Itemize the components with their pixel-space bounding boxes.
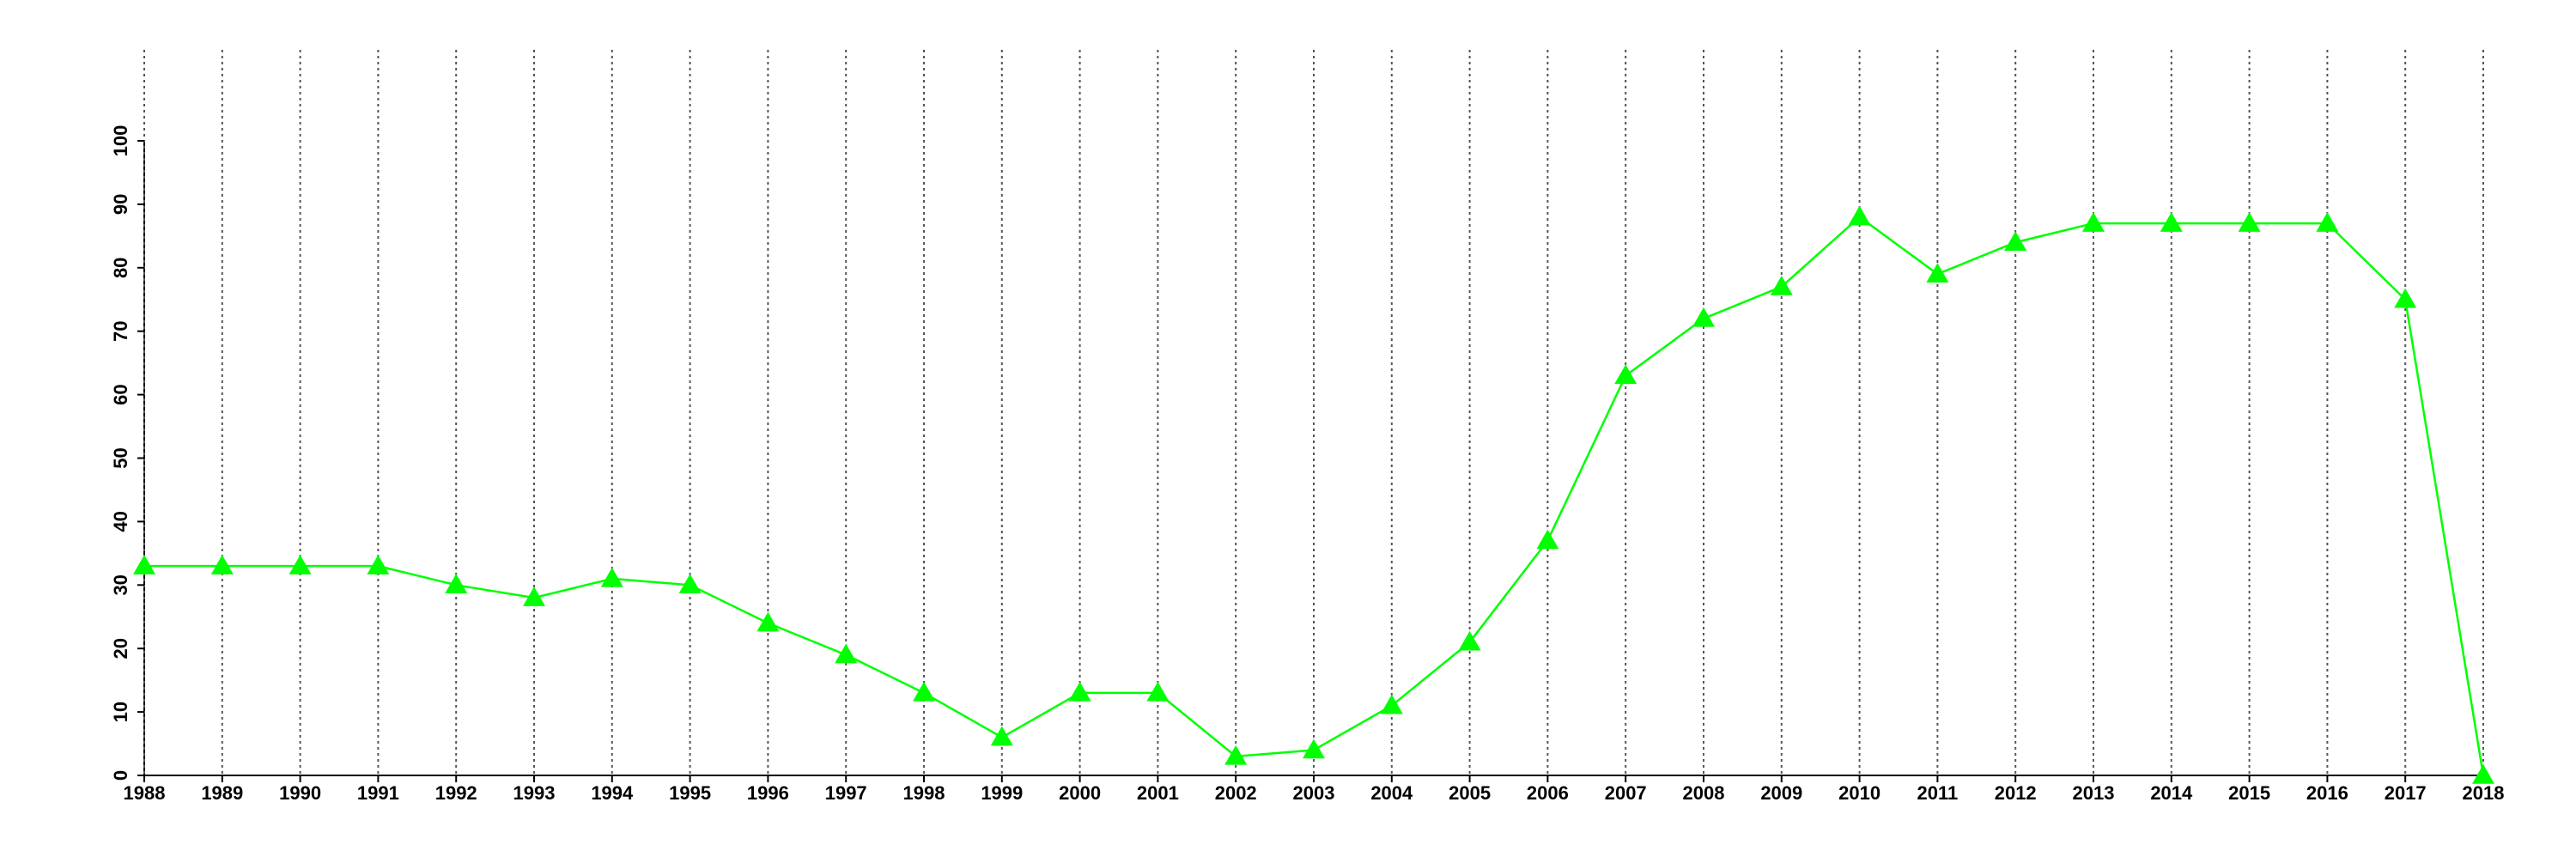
marker	[1848, 205, 1871, 226]
y-tick-label: 70	[110, 320, 131, 341]
x-tick-label: 2005	[1449, 782, 1491, 804]
x-tick-label: 2006	[1527, 782, 1569, 804]
x-tick-label: 1997	[825, 782, 867, 804]
x-tick-label: 2016	[2306, 782, 2348, 804]
marker	[445, 574, 468, 594]
marker	[835, 643, 858, 664]
y-tick-label: 80	[110, 258, 131, 278]
marker	[1536, 529, 1559, 550]
marker	[678, 574, 702, 594]
marker	[913, 681, 935, 702]
y-tick-label: 10	[110, 702, 131, 722]
x-tick-label: 2012	[1995, 782, 2037, 804]
marker	[1380, 694, 1403, 714]
marker	[133, 555, 155, 574]
x-tick-label: 1994	[591, 782, 634, 804]
x-tick-label: 2007	[1605, 782, 1647, 804]
x-tick-label: 2015	[2228, 782, 2270, 804]
x-tick-label: 2013	[2073, 782, 2115, 804]
y-tick-label: 100	[110, 125, 131, 157]
marker	[523, 586, 545, 606]
x-tick-label: 2000	[1059, 782, 1101, 804]
y-tick-label: 90	[110, 194, 131, 215]
x-tick-label: 2001	[1137, 782, 1179, 804]
x-tick-label: 1991	[357, 782, 399, 804]
x-tick-label: 2003	[1293, 782, 1335, 804]
marker	[2004, 231, 2027, 251]
x-tick-label: 2011	[1917, 782, 1959, 804]
x-tick-label: 1999	[981, 782, 1023, 804]
x-tick-label: 2010	[1838, 782, 1880, 804]
marker	[2160, 212, 2183, 232]
marker	[210, 555, 234, 574]
marker	[756, 611, 780, 632]
y-tick-label: 40	[110, 511, 131, 532]
x-tick-label: 1995	[669, 782, 711, 804]
y-tick-label: 20	[110, 638, 131, 659]
marker	[1458, 630, 1481, 651]
marker	[990, 726, 1013, 746]
x-tick-label: 1993	[513, 782, 556, 804]
marker	[1224, 744, 1248, 765]
marker	[1926, 263, 1949, 283]
x-tick-label: 1992	[435, 782, 477, 804]
x-tick-label: 2018	[2463, 782, 2505, 804]
marker	[2394, 288, 2417, 308]
marker	[367, 555, 390, 574]
marker	[1303, 738, 1325, 759]
marker	[1146, 681, 1170, 702]
x-tick-label: 2014	[2150, 782, 2193, 804]
x-tick-label: 1988	[124, 782, 166, 804]
y-tick-label: 60	[110, 384, 131, 404]
marker	[600, 567, 623, 587]
marker	[2082, 212, 2105, 232]
marker	[289, 555, 312, 574]
marker	[2316, 212, 2339, 232]
x-tick-label: 2008	[1683, 782, 1725, 804]
x-tick-label: 2017	[2385, 782, 2427, 804]
marker	[2238, 212, 2261, 232]
x-tick-label: 1996	[747, 782, 789, 804]
x-tick-label: 2004	[1370, 782, 1413, 804]
x-tick-label: 1998	[903, 782, 945, 804]
x-tick-label: 1990	[279, 782, 321, 804]
marker	[1614, 364, 1637, 385]
x-tick-label: 2009	[1760, 782, 1802, 804]
x-tick-label: 1989	[201, 782, 243, 804]
marker	[1770, 275, 1793, 295]
marker	[1692, 307, 1715, 327]
y-tick-label: 50	[110, 447, 131, 468]
y-tick-label: 0	[110, 770, 131, 781]
marker	[1068, 681, 1091, 702]
y-tick-label: 30	[110, 574, 131, 595]
marker	[2472, 764, 2494, 784]
x-tick-label: 2002	[1215, 782, 1257, 804]
